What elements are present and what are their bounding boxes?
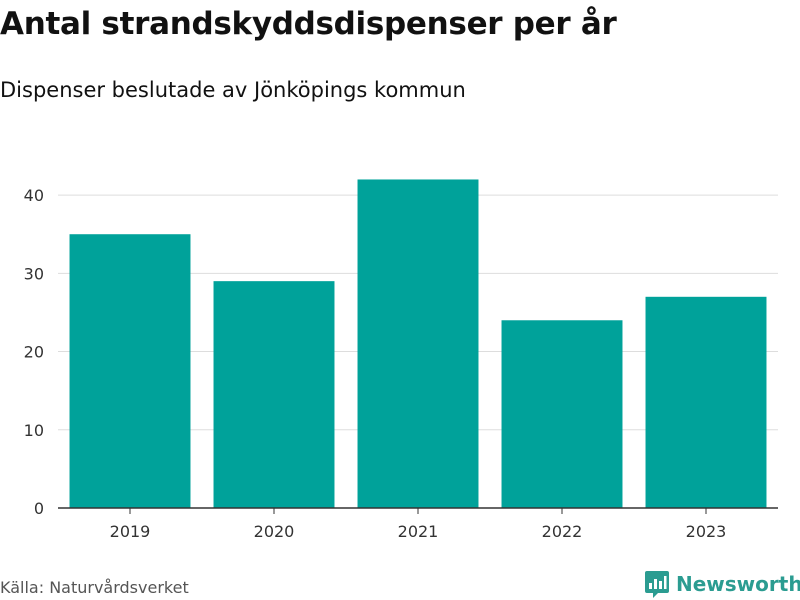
bar	[357, 179, 479, 508]
x-tick-label: 2019	[110, 522, 151, 541]
bar	[69, 234, 191, 508]
brand[interactable]: Newsworthy	[644, 568, 800, 600]
x-tick-label: 2022	[542, 522, 583, 541]
x-tick-label: 2020	[254, 522, 295, 541]
y-tick-label: 0	[34, 499, 44, 518]
y-tick-label: 40	[24, 186, 44, 205]
y-tick-label: 20	[24, 343, 44, 362]
bar	[501, 320, 623, 508]
source-note: Källa: Naturvårdsverket	[0, 578, 189, 597]
chart-subtitle: Dispenser beslutade av Jönköpings kommun	[0, 78, 466, 102]
y-tick-label: 30	[24, 264, 44, 283]
y-tick-label: 10	[24, 421, 44, 440]
x-tick-label: 2023	[686, 522, 727, 541]
newsworthy-logo-icon	[645, 571, 669, 598]
bar-chart: 0 10 20 30 40 2019 2020 2021 2022 2023	[24, 179, 778, 541]
chart-title: Antal strandskyddsdispenser per år	[0, 6, 617, 42]
bar	[213, 281, 335, 508]
x-tick-label: 2021	[398, 522, 439, 541]
brand-name: Newsworthy	[676, 572, 800, 596]
bar	[645, 296, 767, 508]
